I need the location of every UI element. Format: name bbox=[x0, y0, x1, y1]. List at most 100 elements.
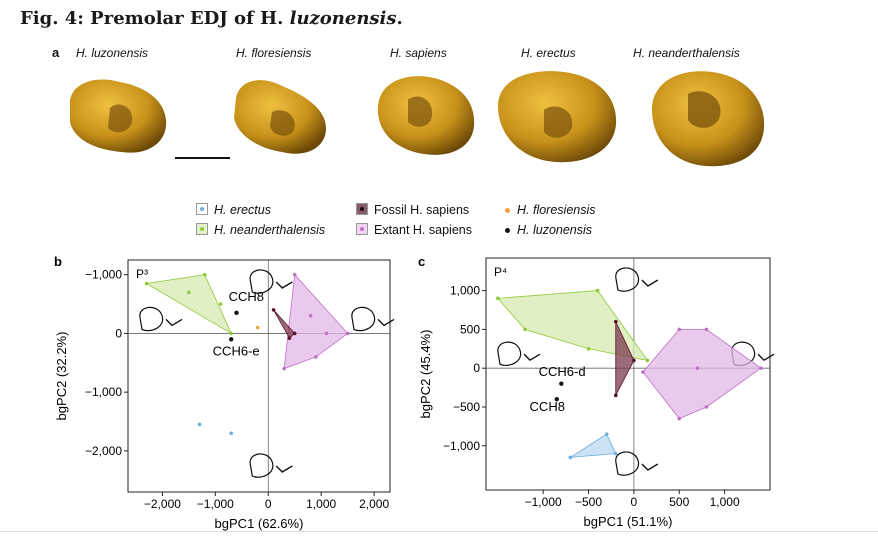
y-tick-label: −1,000 bbox=[85, 385, 122, 399]
tooth-render-erectus bbox=[498, 71, 617, 163]
point-neanderthalensis bbox=[202, 272, 207, 277]
premolar-label: P³ bbox=[136, 267, 148, 281]
hull-extant_sapiens bbox=[283, 273, 349, 370]
point-extant_sapiens bbox=[292, 272, 297, 277]
point-extant_sapiens bbox=[641, 370, 645, 374]
legend-swatch-erectus bbox=[196, 203, 208, 215]
edj-outline-icon bbox=[497, 341, 522, 366]
edj-profile-icon bbox=[641, 463, 659, 471]
edj-outline-icon bbox=[351, 306, 376, 332]
legend-item-extant-sapiens: Extant H. sapiens bbox=[356, 223, 472, 237]
point-luzonensis bbox=[554, 397, 559, 402]
edj-profile-icon bbox=[275, 465, 293, 473]
y-tick-label: −1,000 bbox=[85, 268, 122, 282]
edj-profile-icon bbox=[757, 353, 775, 362]
edj-outline-icon bbox=[615, 451, 640, 476]
hull-fossil_sapiens bbox=[615, 321, 635, 396]
edj-profile-icon bbox=[165, 318, 183, 327]
edj-profile-icon bbox=[377, 318, 395, 327]
point-extant_sapiens bbox=[677, 416, 682, 421]
legend-item-fossil-sapiens: Fossil H. sapiens bbox=[356, 203, 469, 217]
legend-item-neanderthalensis: H. neanderthalensis bbox=[196, 223, 325, 237]
edj-outline-icon bbox=[249, 453, 274, 478]
hull-erectus bbox=[570, 433, 617, 458]
panel-label-c: c bbox=[418, 254, 425, 269]
y-tick-label: −1,000 bbox=[443, 439, 480, 453]
x-axis-label: bgPC1 (51.1%) bbox=[584, 514, 673, 529]
edj-outline-icon bbox=[615, 267, 640, 292]
x-tick-label: 1,000 bbox=[710, 495, 740, 509]
point-extant_sapiens bbox=[314, 355, 318, 359]
x-tick-label: 0 bbox=[631, 495, 638, 509]
panel-label-b: b bbox=[54, 254, 62, 269]
tooth-render-sapiens bbox=[377, 76, 475, 155]
point-neanderthalensis bbox=[495, 296, 500, 301]
point-fossil_sapiens bbox=[632, 358, 636, 363]
point-fossil_sapiens bbox=[613, 319, 618, 324]
x-tick-label: 2,000 bbox=[359, 497, 389, 511]
specimen-label: CCH8 bbox=[530, 399, 565, 414]
edj-outline-icon bbox=[139, 306, 164, 332]
legend-item-erectus: H. erectus bbox=[196, 203, 271, 217]
y-tick-label: 0 bbox=[473, 361, 480, 375]
point-neanderthalensis bbox=[229, 331, 234, 336]
x-tick-label: 500 bbox=[669, 495, 689, 509]
specimen-label: CCH8 bbox=[229, 289, 264, 304]
point-extant_sapiens bbox=[704, 405, 709, 409]
point-neanderthalensis bbox=[595, 288, 600, 293]
point-extant_sapiens bbox=[704, 327, 709, 332]
tooth-render-neanderthalensis bbox=[652, 71, 765, 167]
bottom-divider bbox=[0, 531, 878, 532]
point-erectus bbox=[229, 431, 234, 436]
x-axis-label: bgPC1 (62.6%) bbox=[215, 516, 304, 531]
point-extant_sapiens bbox=[677, 327, 682, 332]
tooth-label-luzonensis: H. luzonensis bbox=[76, 46, 149, 60]
y-tick-label: 500 bbox=[460, 322, 480, 336]
y-tick-label: −500 bbox=[453, 400, 480, 414]
x-tick-label: −500 bbox=[575, 495, 602, 509]
y-tick-label: 1,000 bbox=[450, 284, 480, 298]
figure-title: Fig. 4: Premolar EDJ of H. luzonensis. bbox=[20, 8, 403, 29]
scale-bar bbox=[175, 157, 230, 159]
point-neanderthalensis bbox=[523, 327, 527, 332]
legend-swatch-extant-sapiens bbox=[356, 223, 368, 235]
point-extant_sapiens bbox=[282, 366, 286, 371]
point-erectus bbox=[568, 455, 573, 460]
hull-extant_sapiens bbox=[642, 328, 762, 420]
edj-profile-icon bbox=[641, 279, 659, 287]
point-extant_sapiens bbox=[308, 313, 313, 318]
point-luzonensis bbox=[559, 381, 564, 386]
point-neanderthalensis bbox=[586, 346, 591, 351]
point-erectus bbox=[604, 432, 609, 436]
edj-profile-icon bbox=[275, 281, 293, 289]
specimen-label: CCH6-e bbox=[213, 344, 260, 359]
point-luzonensis bbox=[234, 310, 239, 316]
point-floresiensis bbox=[255, 325, 260, 330]
point-neanderthalensis bbox=[144, 281, 149, 286]
point-luzonensis bbox=[229, 337, 234, 342]
specimen-label: CCH6-d bbox=[539, 364, 586, 379]
point-extant_sapiens bbox=[759, 366, 763, 370]
title-suffix: . bbox=[396, 8, 403, 29]
tooth-label-neanderthalensis: H. neanderthalensis bbox=[633, 46, 740, 60]
point-neanderthalensis bbox=[218, 302, 223, 306]
y-tick-label: 0 bbox=[115, 326, 122, 340]
x-tick-label: −1,000 bbox=[197, 497, 234, 511]
title-prefix: Fig. 4: Premolar EDJ of H. bbox=[20, 8, 290, 29]
legend-swatch-neanderthalensis bbox=[196, 223, 208, 235]
hull-neanderthalensis bbox=[145, 274, 233, 335]
legend-dot-luzonensis bbox=[505, 227, 510, 233]
point-fossil_sapiens bbox=[292, 331, 297, 336]
point-erectus bbox=[613, 451, 618, 456]
point-neanderthalensis bbox=[187, 290, 191, 295]
point-fossil_sapiens bbox=[287, 336, 292, 340]
point-erectus bbox=[197, 422, 202, 427]
tooth-render-floresiensis bbox=[234, 80, 326, 154]
point-fossil_sapiens bbox=[613, 393, 618, 398]
legend-dot-floresiensis bbox=[505, 207, 510, 213]
y-tick-label: −2,000 bbox=[85, 444, 122, 458]
x-tick-label: 1,000 bbox=[306, 497, 336, 511]
point-extant_sapiens bbox=[324, 331, 329, 336]
point-neanderthalensis bbox=[645, 358, 650, 363]
edj-outline-icon bbox=[249, 269, 274, 294]
